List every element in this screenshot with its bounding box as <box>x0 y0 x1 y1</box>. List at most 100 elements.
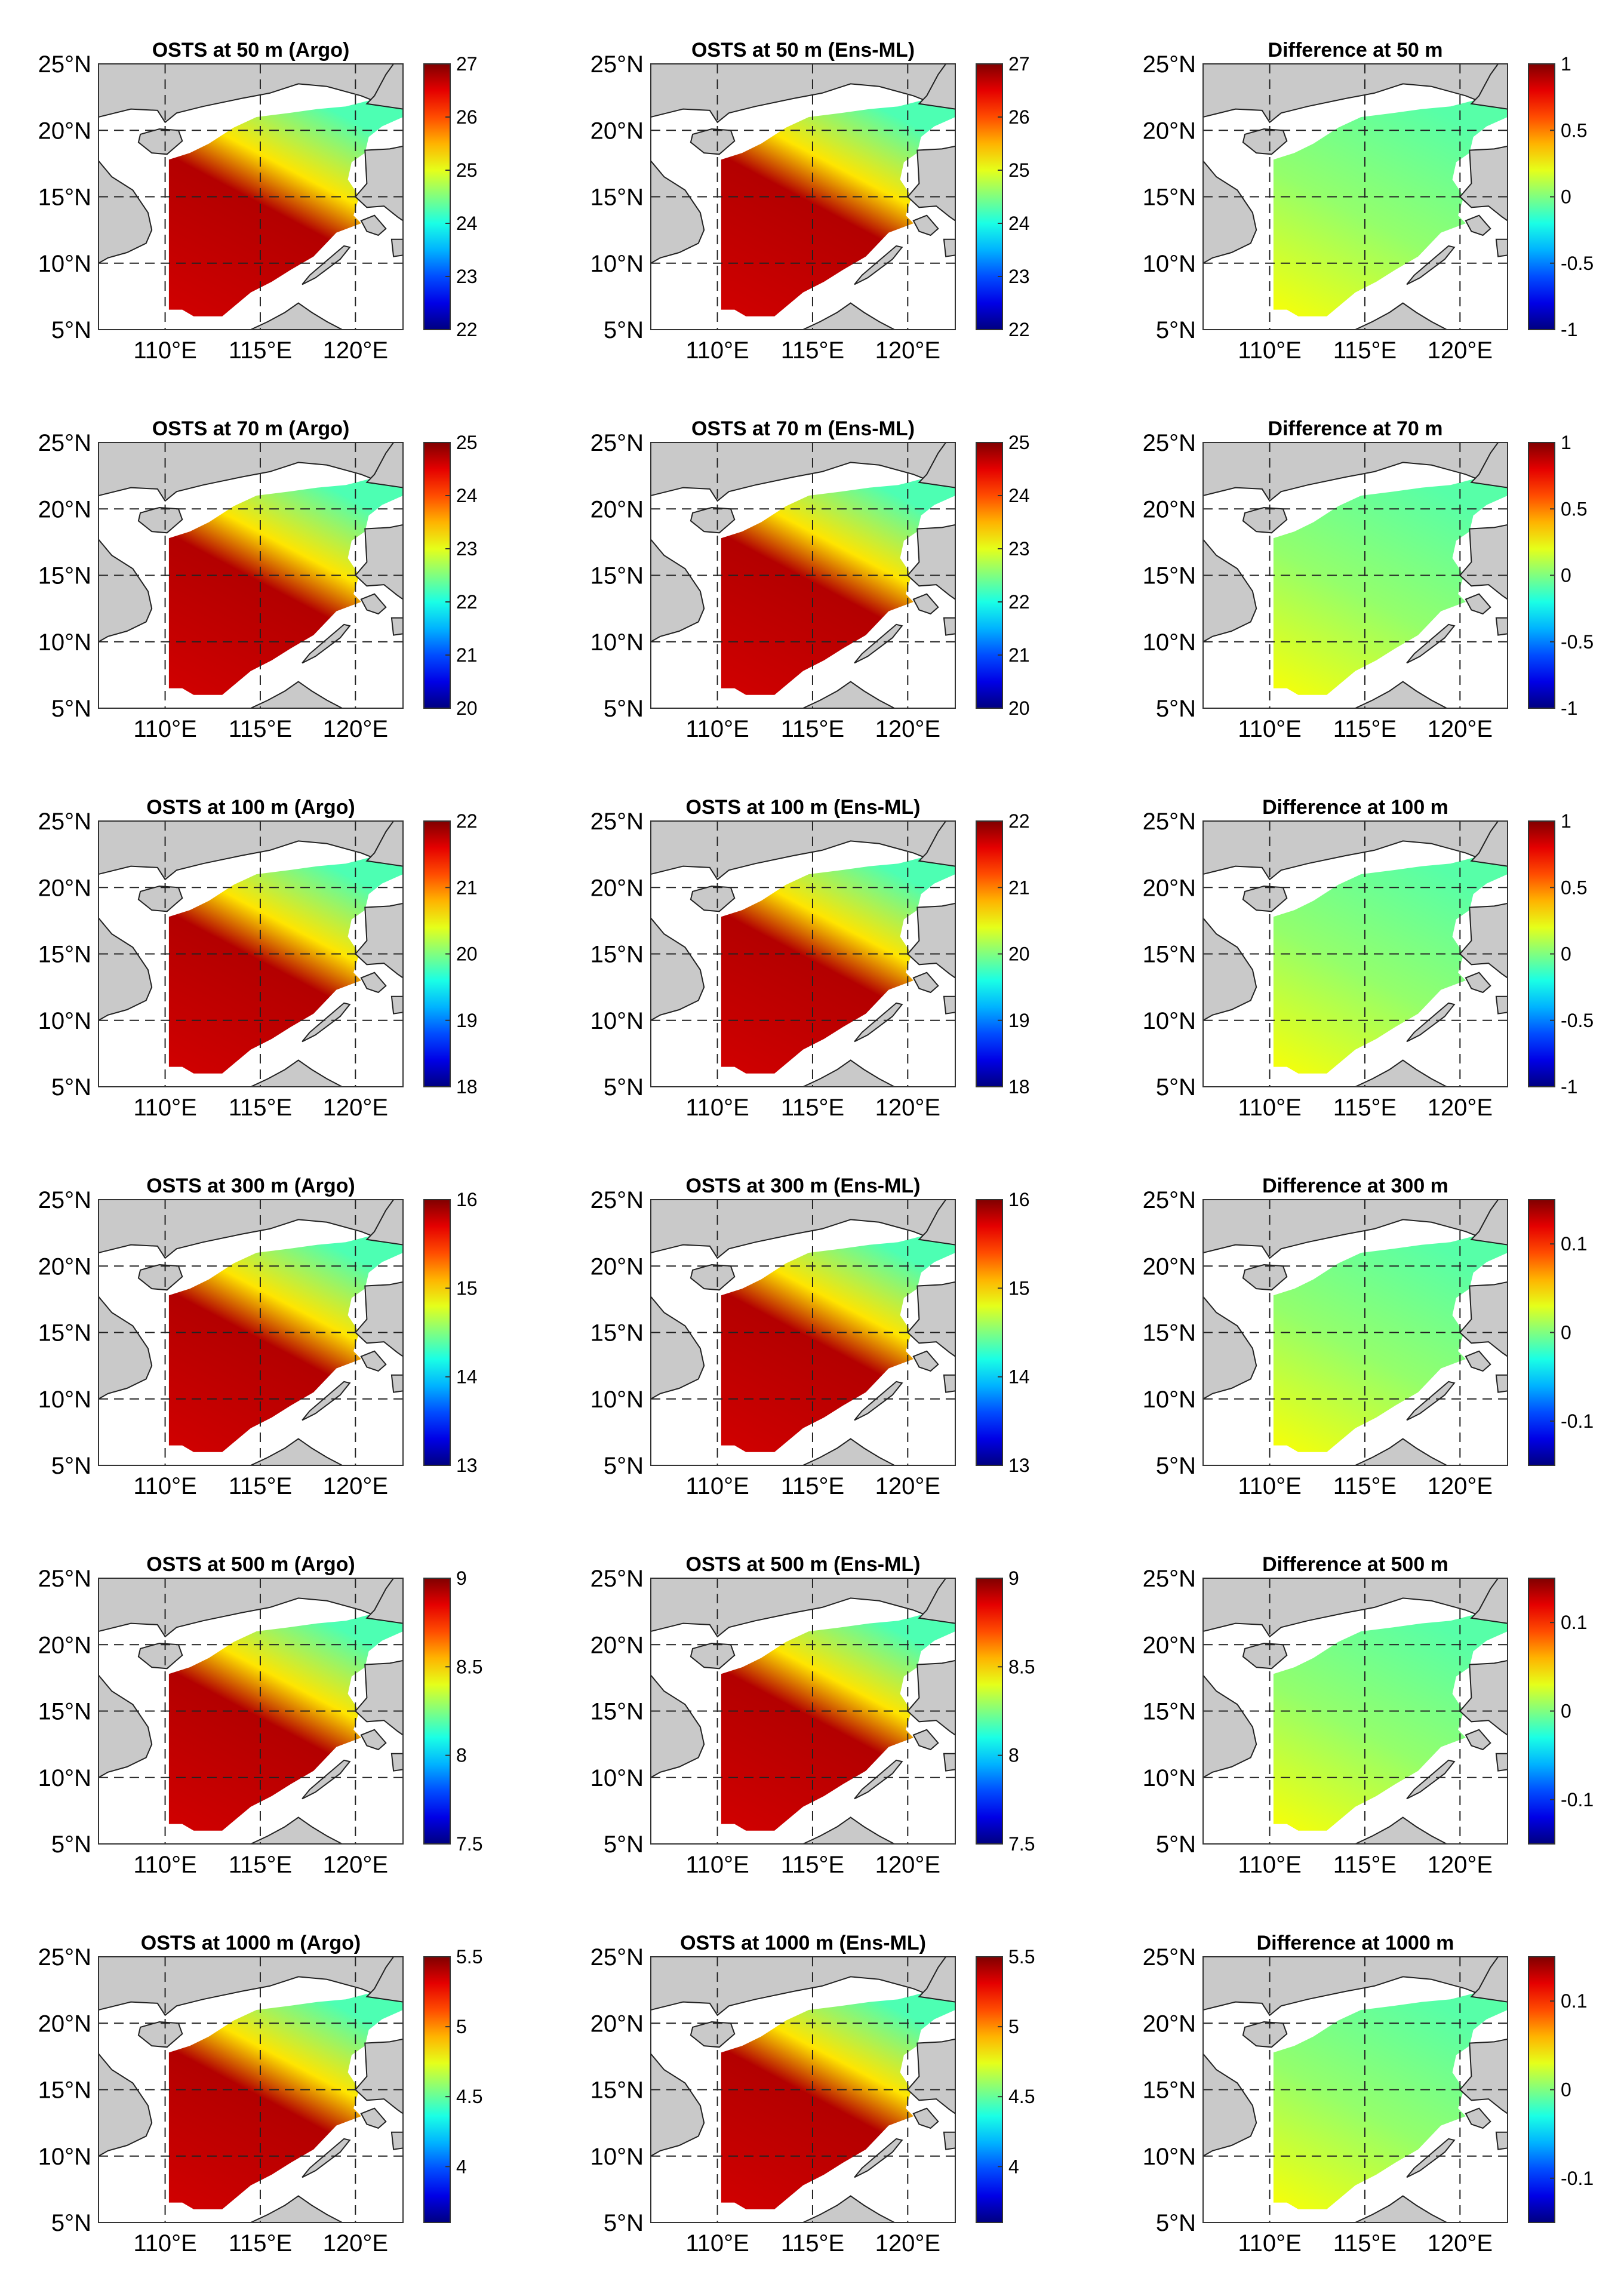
land-taiwan <box>365 64 403 110</box>
lon-label: 110°E <box>685 1473 749 1499</box>
land-borneo <box>226 2195 343 2223</box>
panel-title: Difference at 70 m <box>1268 417 1443 440</box>
colorbar: 1 0.5 0 -0.5 -1 <box>1528 810 1594 1098</box>
lon-label: 110°E <box>685 1095 749 1121</box>
colorbar-tick-label: 13 <box>1008 1455 1030 1476</box>
land-borneo <box>226 681 343 708</box>
colorbar-tick-label: 0.5 <box>1561 498 1587 520</box>
lat-label: 15°N <box>590 185 644 211</box>
lat-label: 10°N <box>590 629 644 656</box>
colorbar: 1 0.5 0 -0.5 -1 <box>1528 432 1594 719</box>
panel-13: OSTS at 500 m (Argo) 25°N 20°N 15°N 10°N 5°N 1… <box>38 1553 483 1878</box>
colorbar-tick-label: 1 <box>1561 432 1571 453</box>
lat-label: 15°N <box>38 2077 91 2104</box>
panel-8: OSTS at 100 m (Ens-ML) 25°N 20°N 15°N 10°N 5°… <box>590 796 1030 1121</box>
colorbar-tick-label: 15 <box>1008 1277 1030 1299</box>
panel-title: OSTS at 70 m (Ens-ML) <box>691 417 915 440</box>
lat-label: 5°N <box>51 2210 91 2236</box>
colorbar: 0.1 0 -0.1 <box>1528 1956 1594 2223</box>
lon-label: 120°E <box>1428 2230 1493 2257</box>
panel-9: Difference at 100 m25°N20°N15°N10°N5°N11… <box>1143 796 1594 1121</box>
land-palawan <box>854 2138 903 2178</box>
colorbar-tick-label: 14 <box>456 1366 478 1388</box>
panel-4: OSTS at 70 m (Argo) 25°N 20°N 15°N 10°N 5°N 11… <box>38 417 478 742</box>
lat-label: 25°N <box>590 430 644 456</box>
colorbar-tick-label: 8 <box>456 1745 467 1766</box>
colorbar-tick-label: 21 <box>456 877 478 898</box>
land-taiwan <box>918 64 955 110</box>
land-borneo <box>1330 1059 1447 1087</box>
land-palawan <box>302 623 351 664</box>
panel-18: Difference at 1000 m 25°N 20°N 15°N 10°N 5°N 1… <box>1143 1932 1594 2257</box>
lon-label: 115°E <box>781 1473 844 1499</box>
colorbar-tick-label: -0.5 <box>1561 631 1594 653</box>
lat-label: 15°N <box>590 1699 644 1725</box>
land-indochina <box>1203 538 1257 643</box>
lon-label: 110°E <box>133 1852 196 1878</box>
lon-label: 110°E <box>1238 337 1301 364</box>
colorbar-tick-label: 26 <box>1008 106 1030 128</box>
colorbar-tick-label: 18 <box>1008 1076 1030 1098</box>
lat-label: 25°N <box>1143 1944 1196 1971</box>
land-borneo <box>1330 302 1447 330</box>
land-luzon <box>1459 1281 1508 1357</box>
lon-label: 115°E <box>1333 1473 1397 1499</box>
panel-title: Difference at 100 m <box>1262 796 1448 819</box>
data-field <box>721 1227 955 1452</box>
land-taiwan <box>365 442 403 488</box>
land-hainan <box>137 2021 183 2048</box>
colorbar-tick-label: 23 <box>1008 266 1030 287</box>
lon-label: 110°E <box>685 337 749 364</box>
land-borneo <box>778 681 895 708</box>
land-indochina <box>1203 159 1257 264</box>
lon-label: 115°E <box>229 716 292 742</box>
land-taiwan <box>1470 1578 1508 1624</box>
colorbar-tick-label: 16 <box>1008 1189 1030 1210</box>
colorbar-tick-label: 27 <box>1008 53 1030 75</box>
colorbar-tick-label: 5 <box>456 2016 467 2037</box>
land-panay <box>943 238 955 257</box>
panel-title: OSTS at 70 m (Argo) <box>152 417 350 440</box>
map-frame <box>650 1578 956 1845</box>
land-luzon <box>906 902 955 979</box>
colorbar-ramp <box>976 442 1003 709</box>
data-field <box>168 470 403 695</box>
lon-label: 120°E <box>323 1852 388 1878</box>
colorbar-tick-label: 0.5 <box>1561 877 1587 898</box>
colorbar-tick-label: 24 <box>1008 485 1030 506</box>
colorbar-tick-label: 0.1 <box>1561 1612 1587 1633</box>
colorbar-tick-label: 24 <box>456 485 478 506</box>
land-taiwan <box>1470 442 1508 488</box>
map-frame <box>98 1956 404 2223</box>
land-borneo <box>226 1816 343 1844</box>
land-mindoro <box>360 1729 387 1751</box>
land-taiwan <box>365 1578 403 1624</box>
map-frame <box>98 1578 404 1845</box>
land-taiwan <box>1470 1957 1508 2003</box>
colorbar-tick-label: -0.5 <box>1561 1010 1594 1031</box>
data-field <box>168 1606 403 1831</box>
map-frame <box>650 820 956 1087</box>
panel-title: OSTS at 100 m (Argo) <box>146 796 355 819</box>
land-indochina <box>1203 1674 1257 1778</box>
land-borneo <box>226 1438 343 1465</box>
land-panay <box>390 1374 403 1393</box>
colorbar-tick-label: 19 <box>1008 1010 1030 1031</box>
colorbar: 1 0.5 0 -0.5 -1 <box>1528 53 1594 340</box>
panel-15: Difference at 500 m 25°N 20°N 15°N 10°N 5°N 11… <box>1143 1553 1594 1878</box>
colorbar-tick-label: 23 <box>456 538 478 560</box>
colorbar-tick-label: 16 <box>456 1189 478 1210</box>
lat-label: 25°N <box>38 809 91 835</box>
lat-label: 25°N <box>1143 1566 1196 1592</box>
land-hainan <box>690 128 736 155</box>
lat-label: 10°N <box>38 629 91 656</box>
lon-label: 115°E <box>1333 1095 1397 1121</box>
lon-label: 115°E <box>1333 716 1397 742</box>
lon-label: 110°E <box>133 2230 196 2257</box>
colorbar-tick-label: 4.5 <box>456 2086 482 2107</box>
lat-label: 25°N <box>590 51 644 78</box>
land-mindoro <box>1465 593 1491 615</box>
lat-label: 5°N <box>1156 1831 1196 1858</box>
land-hainan <box>137 506 183 534</box>
land-palawan <box>302 1381 351 1421</box>
